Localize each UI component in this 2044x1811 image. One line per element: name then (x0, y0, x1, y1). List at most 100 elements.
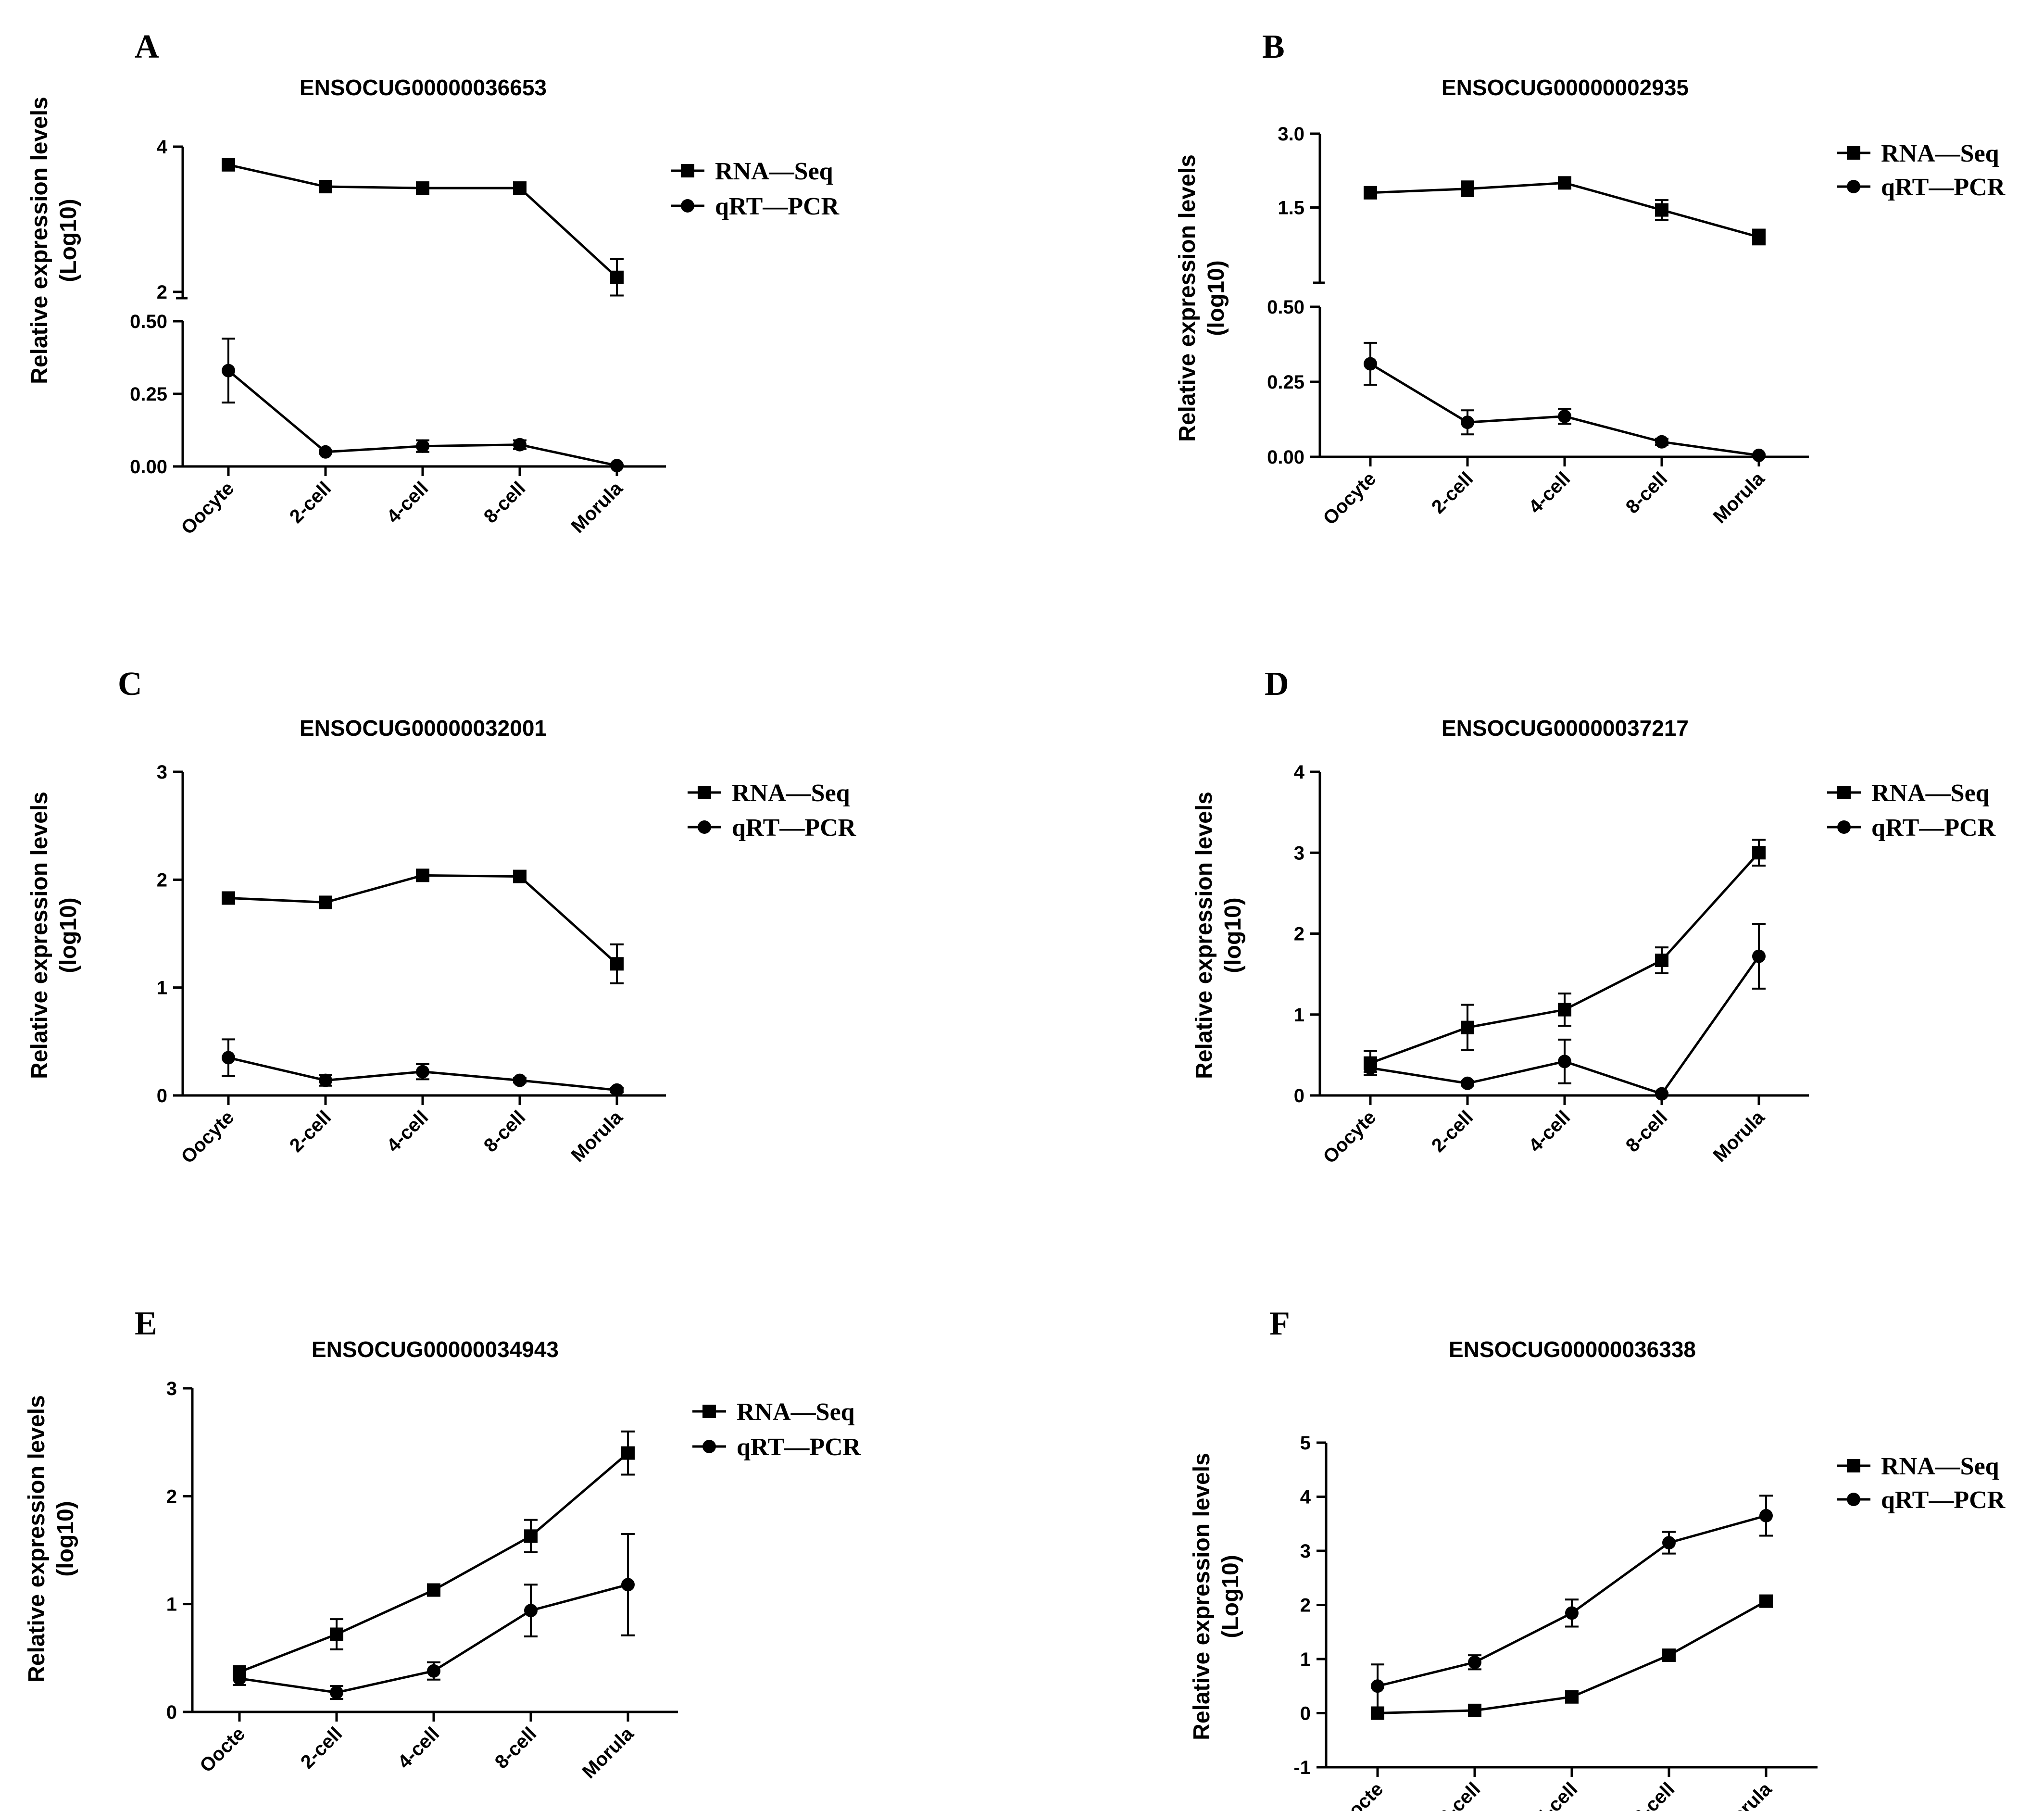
y-tick-label: 0.25 (130, 384, 167, 405)
y-axis-label-line-1: Relative expression levels (1189, 1453, 1215, 1740)
x-tick-label: 4-cell (1525, 1107, 1574, 1156)
legend-label: RNA—Seq (737, 1398, 855, 1426)
x-tick-label: 8-cell (480, 478, 529, 527)
legend-circle-marker (698, 820, 711, 834)
data-point-circle (1371, 1679, 1384, 1693)
data-point-square (1752, 846, 1766, 860)
data-point-circle (319, 1073, 332, 1087)
legend-circle-marker (1847, 180, 1860, 193)
panel-d: D ENSOCUG00000037217 Relative expression l… (1191, 666, 1996, 1168)
y-tick-label: 4 (157, 137, 168, 158)
legend-label: qRT—PCR (737, 1434, 862, 1461)
data-point-circle (319, 445, 332, 459)
legend-square-marker (1847, 146, 1860, 160)
x-tick-label: Oocte (1334, 1778, 1387, 1811)
data-point-circle (1468, 1655, 1481, 1669)
y-tick-label: 3.0 (1278, 124, 1304, 145)
chart-title: ENSOCUG00000036653 (300, 75, 547, 100)
data-point-circle (610, 459, 624, 473)
data-point-square (1662, 1648, 1676, 1662)
chart-title: ENSOCUG00000034943 (312, 1337, 559, 1362)
panel-e: E ENSOCUG00000034943 Relative expression l… (24, 1305, 862, 1783)
data-point-square (621, 1446, 635, 1460)
y-tick-label: 1 (166, 1594, 177, 1615)
x-tick-label: 2-cell (297, 1723, 346, 1773)
panel-letter: E (135, 1305, 157, 1342)
x-tick-label: 2-cell (1428, 1107, 1477, 1156)
x-tick-label: 4-cell (1525, 468, 1574, 517)
legend-square-marker (1837, 786, 1851, 799)
data-point-square (1558, 1003, 1571, 1017)
x-tick-label: 4-cell (394, 1723, 443, 1773)
data-point-circle (513, 438, 527, 452)
data-point-square (1752, 230, 1766, 244)
y-axis-label-line-2: (log10) (56, 897, 81, 973)
series-line-rna-seq (1370, 181, 1759, 239)
panel-letter: D (1265, 666, 1289, 703)
data-point-square (1655, 203, 1668, 217)
legend-square-marker (698, 786, 711, 799)
data-point-square (222, 891, 235, 905)
data-point-circle (1565, 1606, 1579, 1620)
panel-letter: B (1262, 28, 1285, 65)
data-point-circle (1752, 448, 1766, 462)
legend-label: qRT—PCR (1881, 174, 2006, 201)
y-axis-label-line-2: (Log10) (1218, 1555, 1243, 1638)
x-tick-label: Oocyte (1319, 1107, 1380, 1168)
chart-title: ENSOCUG00000036338 (1449, 1337, 1696, 1362)
x-tick-label: 8-cell (480, 1107, 529, 1156)
data-point-circle (1759, 1509, 1773, 1522)
chart-title: ENSOCUG00000037217 (1442, 716, 1689, 741)
data-point-square (610, 957, 624, 971)
data-point-circle (513, 1073, 527, 1087)
data-point-square (524, 1529, 538, 1543)
data-point-circle (330, 1685, 343, 1699)
y-tick-label: 1 (1294, 1005, 1304, 1026)
legend-circle-marker (1847, 1493, 1860, 1506)
data-point-circle (416, 439, 429, 453)
y-tick-label: -1 (1293, 1757, 1311, 1778)
data-point-square (1364, 186, 1377, 200)
y-tick-label: 5 (1300, 1433, 1311, 1454)
x-tick-label: 2-cell (1428, 468, 1477, 517)
y-tick-label: 3 (157, 762, 167, 783)
y-axis-label-line-1: Relative expression levels (1191, 792, 1217, 1079)
y-tick-label: 0 (157, 1085, 167, 1107)
y-tick-label: 0.50 (1267, 297, 1304, 318)
data-point-circle (1461, 1076, 1474, 1090)
data-point-circle (1655, 1087, 1668, 1101)
y-tick-label: 1.5 (1278, 198, 1304, 219)
x-tick-label: 8-cell (1622, 468, 1671, 517)
data-point-circle (621, 1578, 635, 1592)
series-line-rna-seq (239, 1452, 629, 1673)
panel-c: C ENSOCUG00000032001 Relative expression l… (27, 666, 857, 1168)
legend-label: RNA—Seq (715, 158, 833, 185)
data-point-square (1759, 1594, 1773, 1608)
data-point-square (513, 869, 527, 883)
y-tick-label: 2 (157, 282, 167, 303)
series-line-rna-seq (228, 874, 618, 965)
x-tick-label: Oocyte (177, 1107, 238, 1168)
panel-b: B ENSOCUG00000002935 Relative expression l… (1175, 28, 2006, 529)
legend-label: qRT—PCR (715, 193, 840, 220)
legend-circle-marker (702, 1440, 716, 1453)
x-tick-label: Morula (567, 1107, 627, 1166)
data-point-square (610, 270, 624, 284)
data-point-square (1461, 182, 1474, 196)
data-point-square (319, 895, 332, 909)
x-tick-label: Morula (1717, 1778, 1776, 1811)
x-tick-label: 4-cell (1532, 1778, 1581, 1811)
x-tick-label: 4-cell (383, 1107, 432, 1156)
legend-label: RNA—Seq (1871, 780, 1990, 807)
data-point-circle (1461, 415, 1474, 429)
data-point-square (1655, 954, 1668, 968)
y-tick-label: 2 (157, 869, 167, 891)
x-tick-label: Oocyte (177, 478, 238, 539)
data-point-circle (1752, 949, 1766, 963)
data-point-circle (1558, 1055, 1571, 1069)
panel-f: F ENSOCUG00000036338 Relative expression l… (1189, 1305, 2006, 1811)
x-tick-label: 2-cell (286, 1107, 335, 1156)
x-tick-label: 2-cell (1435, 1778, 1484, 1811)
y-tick-label: 2 (166, 1486, 177, 1507)
